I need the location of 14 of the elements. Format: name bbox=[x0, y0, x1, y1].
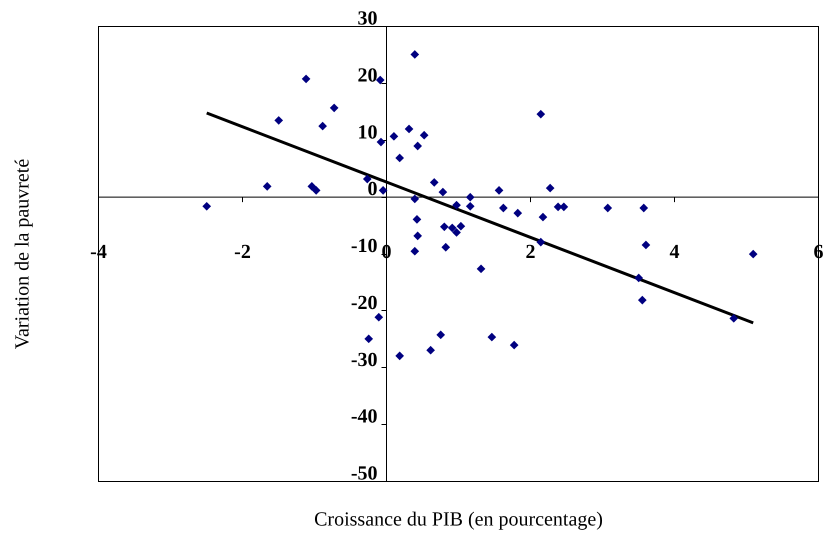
y-tick-label: -30 bbox=[350, 348, 378, 371]
y-tick-label: -10 bbox=[350, 235, 378, 257]
y-axis-title: Variation de la pauvreté bbox=[12, 158, 34, 350]
y-tick-label: 20 bbox=[358, 64, 378, 86]
y-tick-label: 10 bbox=[358, 121, 378, 144]
y-tick-label: 30 bbox=[358, 8, 378, 30]
y-tick-label: -50 bbox=[350, 462, 378, 484]
x-tick-label: 4 bbox=[670, 241, 680, 264]
y-tick-label: -20 bbox=[350, 292, 378, 314]
x-tick-label: 2 bbox=[526, 241, 536, 264]
y-tick-label: 0 bbox=[368, 178, 378, 200]
x-tick-label: -2 bbox=[234, 241, 251, 264]
y-tick-label: -40 bbox=[350, 406, 378, 428]
x-axis-title: Croissance du PIB (en pourcentage) bbox=[314, 508, 603, 530]
